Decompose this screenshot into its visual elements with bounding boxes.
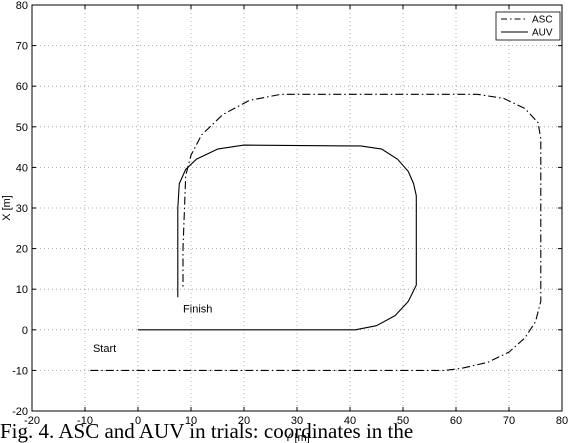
- axis-ticks: -20 -10 0 10 20 30 40 50 60 70 80 -20 -10 0 10 20 30 40 50…: [12, 0, 568, 427]
- y-tick-label: 0: [22, 325, 28, 337]
- x-tick-label: -10: [77, 415, 93, 427]
- y-tick-label: 30: [16, 203, 28, 215]
- series-lines: [90, 93, 542, 371]
- x-tick-label: 0: [135, 415, 141, 427]
- y-tick-label: 10: [16, 284, 28, 296]
- series-line-asc: [90, 93, 542, 371]
- x-tick-label: -20: [24, 415, 40, 427]
- x-tick-label: 20: [238, 415, 250, 427]
- y-tick-label: -20: [12, 406, 28, 418]
- legend-box: [495, 11, 561, 41]
- x-tick-label: 60: [450, 415, 462, 427]
- x-axis-label: Y [m]: [284, 432, 309, 443]
- y-tick-label: 50: [16, 122, 28, 134]
- legend: ASC AUV: [495, 11, 561, 41]
- y-axis-label: X [m]: [1, 195, 13, 221]
- y-tick-label: 80: [16, 0, 28, 12]
- x-tick-label: 50: [397, 415, 409, 427]
- legend-label-asc: ASC: [532, 15, 553, 26]
- finish-annotation: Finish: [183, 304, 212, 316]
- annotations: Start Finish: [93, 304, 212, 355]
- x-tick-label: 30: [291, 415, 303, 427]
- y-tick-label: 20: [16, 244, 28, 256]
- series-line-auv: [138, 144, 417, 331]
- x-tick-label: 70: [503, 415, 515, 427]
- legend-label-auv: AUV: [532, 28, 553, 39]
- x-tick-label: 40: [344, 415, 356, 427]
- figure-caption: Fig. 4. ASC and AUV in trials: coordinat…: [0, 420, 414, 443]
- x-tick-label: 80: [556, 415, 568, 427]
- y-tick-label: 70: [16, 41, 28, 53]
- y-tick-label: 60: [16, 81, 28, 93]
- y-tick-label: -10: [12, 365, 28, 377]
- x-tick-label: 10: [185, 415, 197, 427]
- y-tick-label: 40: [16, 162, 28, 174]
- start-annotation: Start: [93, 343, 116, 355]
